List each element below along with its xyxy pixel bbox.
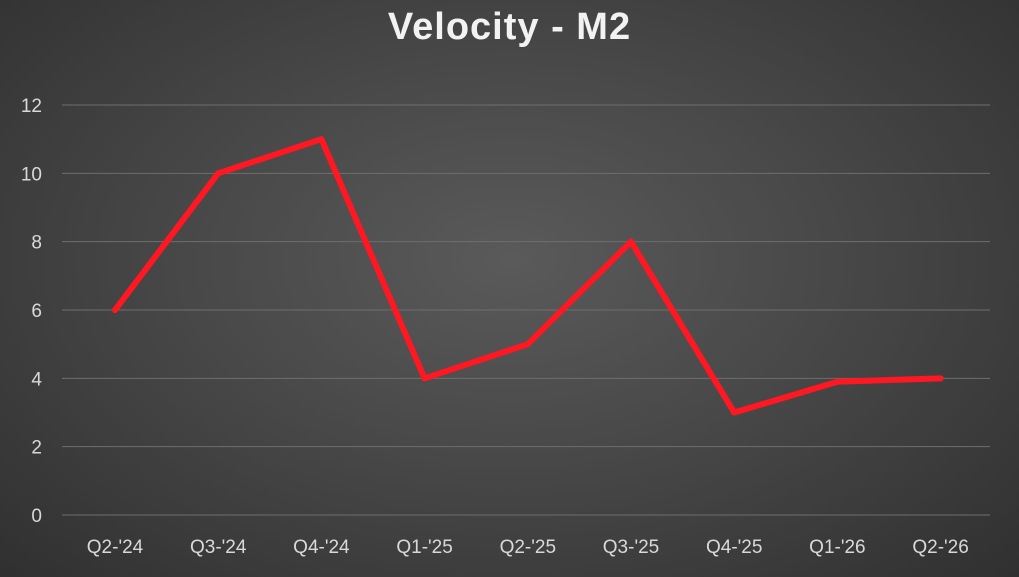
- data-point: [937, 375, 944, 382]
- data-point: [628, 238, 634, 245]
- x-tick-label: Q1-'26: [809, 537, 865, 558]
- x-tick-label: Q3-'25: [603, 537, 659, 558]
- x-tick-label: Q2-'26: [912, 537, 968, 558]
- x-tick-label: Q3-'24: [190, 537, 247, 558]
- data-point: [524, 341, 531, 348]
- y-tick-label: 6: [31, 301, 42, 322]
- x-tick-label: Q4-'25: [706, 537, 762, 558]
- data-point: [834, 378, 841, 385]
- chart-title: Velocity - M2: [387, 6, 632, 48]
- x-tick-label: Q1-'25: [396, 537, 452, 558]
- data-point: [318, 136, 325, 143]
- x-axis-tick-labels: Q2-'24 Q3-'24 Q4-'24 Q1-'25 Q2-'25 Q3-'25 Q4-'…: [87, 537, 969, 558]
- y-axis-tick-labels: 0 2 4 6 8 10 12: [21, 96, 43, 527]
- x-tick-label: Q4-'24: [293, 537, 350, 558]
- y-tick-label: 0: [31, 506, 42, 527]
- data-point: [215, 170, 222, 177]
- x-tick-label: Q2-'25: [500, 537, 556, 558]
- data-point: [731, 409, 738, 416]
- y-tick-label: 8: [31, 233, 42, 254]
- series-line: [112, 136, 944, 416]
- y-tick-label: 10: [21, 164, 42, 185]
- data-point: [112, 307, 118, 313]
- gridlines: [62, 104, 990, 516]
- y-tick-label: 4: [31, 369, 42, 390]
- y-tick-label: 2: [31, 438, 42, 459]
- data-point: [421, 375, 428, 382]
- series-layer: [112, 136, 944, 416]
- x-tick-label: Q2-'24: [87, 537, 144, 558]
- y-tick-label: 12: [21, 96, 42, 117]
